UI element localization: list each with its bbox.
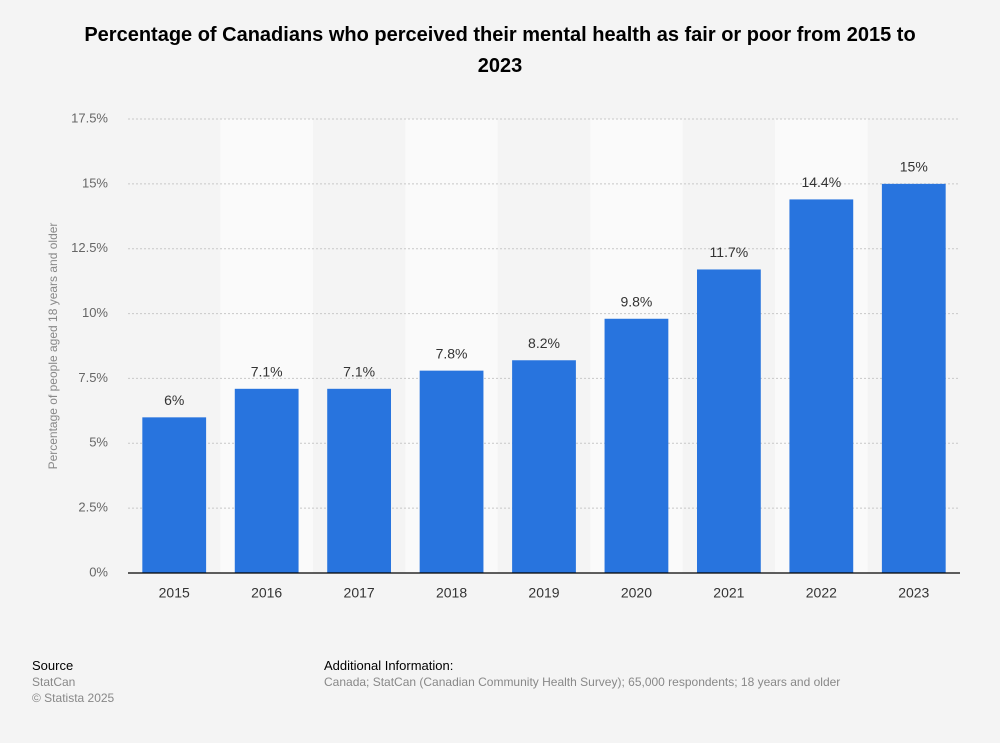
- info: Canada; StatCan (Canadian Community Heal…: [324, 675, 841, 689]
- x-tick-label: 2015: [159, 585, 190, 601]
- bar: [604, 318, 669, 573]
- source-block: Source StatCan © Statista 2025: [32, 658, 114, 706]
- chart-title: Percentage of Canadians who perceived th…: [84, 24, 916, 77]
- bar: [789, 199, 854, 573]
- x-tick-label: 2019: [528, 585, 559, 601]
- y-tick-label: 7.5%: [78, 370, 108, 385]
- source: StatCan: [32, 675, 76, 689]
- value-label: 8.2%: [528, 335, 560, 351]
- x-tick-label: 2016: [251, 585, 282, 601]
- info-block: Additional Information: Canada; StatCan …: [324, 658, 840, 690]
- x-tick-label: 2023: [898, 585, 929, 601]
- bar: [327, 388, 392, 573]
- value-label: 7.1%: [251, 364, 283, 380]
- y-tick-label: 10%: [82, 305, 108, 320]
- x-tick-label: 2022: [806, 585, 837, 601]
- value-label: 6%: [164, 392, 184, 408]
- bar: [419, 370, 484, 573]
- copyright: © Statista 2025: [32, 691, 115, 705]
- bar: [696, 269, 761, 573]
- value-label: 7.8%: [436, 345, 468, 361]
- y-tick-label: 5%: [89, 435, 108, 450]
- y-tick-label: 15%: [82, 175, 108, 190]
- bar: [881, 183, 946, 573]
- y-tick-label: 17.5%: [71, 110, 108, 125]
- value-label: 14.4%: [801, 174, 841, 190]
- y-tick-label: 0%: [89, 564, 108, 579]
- bar: [234, 388, 299, 573]
- y-tick-label: 12.5%: [71, 240, 108, 255]
- x-tick-label: 2018: [436, 585, 467, 601]
- chart: 0% 2.5% 5% 7.5% 10% 12.5% 15% 17.5% Percentage o…: [46, 110, 960, 601]
- x-tick-label: 2020: [621, 585, 652, 601]
- info-heading: Additional Information:: [324, 658, 454, 673]
- x-tick-label: 2017: [344, 585, 375, 601]
- bar: [142, 417, 207, 573]
- value-label: 11.7%: [710, 244, 749, 260]
- y-tick-label: 2.5%: [78, 500, 108, 515]
- value-label: 9.8%: [620, 293, 652, 309]
- value-label: 15%: [900, 159, 928, 175]
- value-label: 7.1%: [343, 364, 375, 380]
- source-heading: Source: [32, 658, 74, 673]
- x-tick-label: 2021: [713, 585, 744, 601]
- bar: [512, 360, 576, 573]
- y-axis-title: Percentage of people aged 18 years and o…: [46, 223, 60, 470]
